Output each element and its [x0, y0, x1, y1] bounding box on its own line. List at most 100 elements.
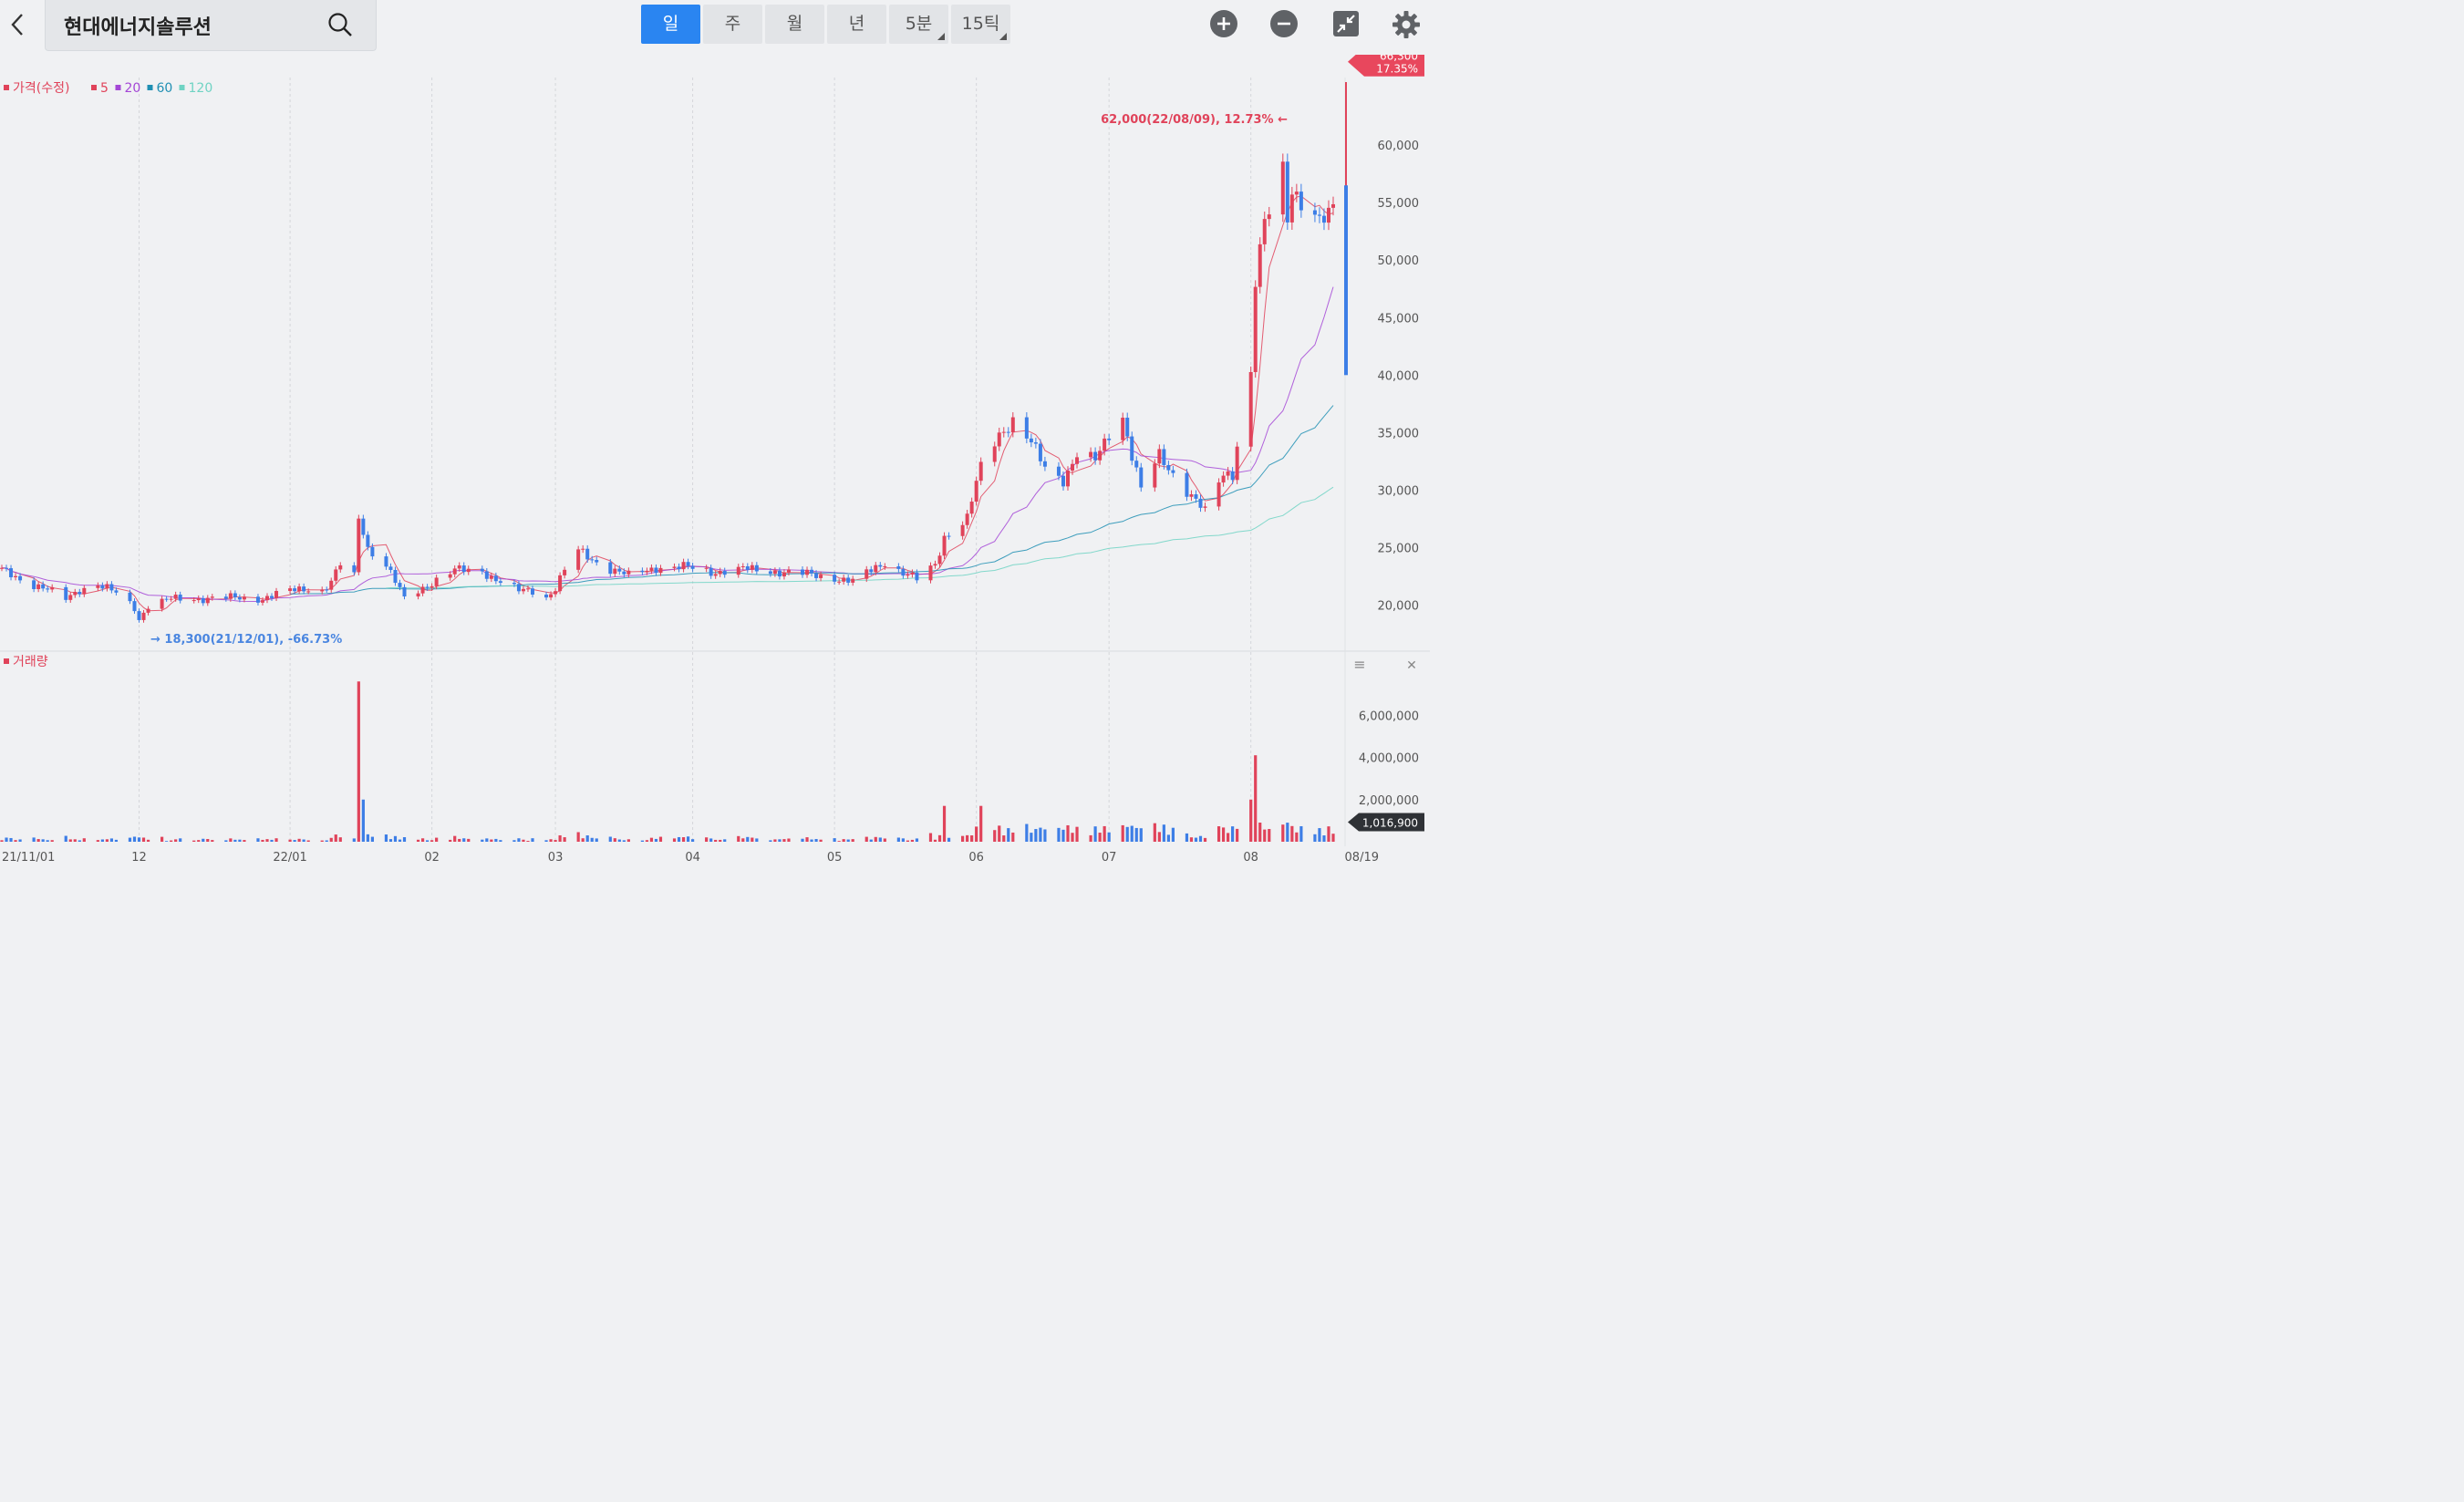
- volume-bar: [677, 836, 681, 842]
- volume-bar: [109, 838, 114, 842]
- volume-bar: [658, 836, 663, 842]
- volume-bar: [1107, 832, 1111, 842]
- period-tab-5[interactable]: 15틱: [951, 5, 1010, 44]
- volume-bar: [243, 840, 246, 842]
- candle-body: [786, 569, 791, 573]
- volume-bar: [1139, 828, 1143, 842]
- candle-body: [645, 570, 649, 573]
- volume-bar: [1171, 827, 1175, 842]
- volume-bar: [114, 839, 119, 842]
- volume-bar: [778, 839, 782, 842]
- volume-bar: [590, 837, 594, 842]
- candle-body: [50, 586, 55, 590]
- candle-body: [681, 562, 686, 570]
- volume-bar: [576, 832, 580, 842]
- volume-bar: [928, 833, 933, 842]
- candle-body: [338, 565, 343, 570]
- ma-20-line: [1, 286, 1334, 603]
- candle-body: [549, 594, 554, 598]
- candle-body: [974, 481, 978, 502]
- candle-body: [14, 575, 18, 577]
- volume-bar: [554, 840, 557, 842]
- volume-bar: [1093, 826, 1097, 842]
- volume-bar: [137, 837, 141, 842]
- volume-bar: [896, 837, 900, 842]
- volume-bar: [32, 837, 36, 842]
- volume-bar: [430, 840, 434, 842]
- price-tick-label: 35,000: [1378, 427, 1420, 440]
- zoom-in-icon[interactable]: [1209, 9, 1238, 38]
- volume-bar: [297, 838, 301, 842]
- candle-body: [1203, 506, 1207, 508]
- back-arrow-icon[interactable]: [7, 9, 29, 40]
- stock-chart[interactable]: 60,000 55,000 50,000 45,000 40,000 35,000 30,0…: [0, 55, 1430, 872]
- volume-bar: [883, 838, 886, 842]
- zoom-out-icon[interactable]: [1269, 9, 1299, 38]
- legend-label: 거래량: [13, 655, 48, 669]
- candle-body: [41, 584, 46, 589]
- volume-bar: [73, 839, 77, 842]
- candle-body: [910, 572, 915, 575]
- period-tab-4[interactable]: 5분: [889, 5, 948, 44]
- candle-body: [1258, 243, 1262, 287]
- volume-bar: [512, 840, 516, 842]
- volume-bar: [306, 840, 310, 842]
- legend-swatch: [179, 85, 185, 90]
- candle-body: [933, 564, 937, 566]
- candle-body: [9, 568, 14, 577]
- candle-body: [146, 608, 150, 613]
- candle-body: [1056, 466, 1061, 476]
- legend-swatch: [4, 85, 9, 90]
- candle-body: [576, 549, 581, 570]
- candle-body: [521, 588, 525, 592]
- candle-body: [73, 591, 78, 596]
- period-tab-1[interactable]: 주: [703, 5, 762, 44]
- volume-bar: [1281, 824, 1285, 842]
- candle-body: [352, 565, 357, 573]
- period-tab-3[interactable]: 년: [827, 5, 886, 44]
- period-tab-2[interactable]: 월: [765, 5, 824, 44]
- volume-bar: [1103, 825, 1106, 842]
- candle-body: [554, 591, 558, 595]
- candle-body: [1267, 214, 1271, 220]
- x-tick-label: 12: [131, 851, 147, 865]
- volume-bar: [833, 838, 836, 842]
- candle-body: [237, 596, 242, 600]
- search-box[interactable]: 현대에너지솔루션: [45, 0, 377, 51]
- volume-bar: [1061, 829, 1065, 842]
- volume-bar: [672, 838, 677, 842]
- candle-body: [512, 583, 516, 585]
- low-annotation: → 18,300(21/12/01), -66.73%: [150, 633, 342, 647]
- period-tabs: 일 주 월 년 5분 15틱: [641, 5, 1010, 44]
- volume-bar: [1134, 827, 1138, 842]
- x-tick-label: 04: [685, 851, 700, 865]
- volume-bar: [105, 839, 109, 842]
- candle-body: [192, 600, 196, 602]
- candle-body: [928, 565, 933, 581]
- volume-bar: [869, 839, 873, 842]
- candle-body: [1185, 472, 1189, 497]
- candle-body: [1289, 194, 1294, 223]
- candle-body: [745, 565, 750, 570]
- volume-bar: [874, 836, 877, 842]
- volume-bar: [1089, 834, 1092, 842]
- candle-body: [201, 598, 205, 604]
- volume-bar: [769, 840, 772, 842]
- candle-body: [690, 565, 695, 569]
- x-tick-label: 21/11/01: [2, 851, 55, 865]
- settings-icon[interactable]: [1391, 9, 1420, 38]
- collapse-icon[interactable]: [1331, 9, 1361, 38]
- ma-120-line: [386, 486, 1334, 589]
- candle-body: [814, 573, 819, 578]
- volume-bar: [1313, 834, 1317, 842]
- candle-body: [1042, 461, 1047, 467]
- period-tab-0[interactable]: 일: [641, 5, 700, 44]
- volume-bar: [141, 837, 146, 842]
- volume-bar: [654, 838, 658, 842]
- price-tick-label: 55,000: [1378, 197, 1420, 211]
- search-icon[interactable]: [326, 11, 354, 38]
- volume-bar: [402, 836, 407, 842]
- candle-body: [164, 598, 169, 600]
- candle-body: [334, 569, 338, 581]
- volume-bar: [1189, 837, 1194, 842]
